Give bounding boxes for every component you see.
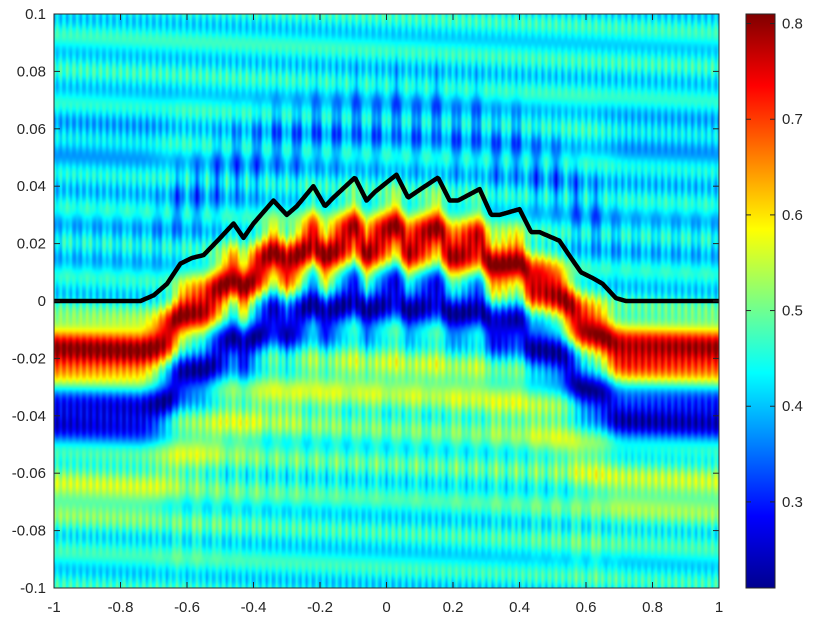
- y-tick-label: -0.04: [12, 408, 46, 425]
- y-tick-label: -0.06: [12, 465, 46, 482]
- y-tick-label: 0.08: [17, 63, 46, 80]
- colorbar-tick-label: 0.8: [782, 16, 803, 33]
- x-tick-label: -0.2: [307, 599, 333, 616]
- heatmap-image: [54, 14, 719, 588]
- colorbar-tick-label: 0.6: [782, 207, 803, 224]
- colorbar-tick-label: 0.7: [782, 111, 803, 128]
- x-tick-label: 0.6: [576, 599, 597, 616]
- colorbar-frame: [745, 13, 776, 589]
- y-tick-label: -0.1: [20, 580, 46, 597]
- colorbar-tick-label: 0.5: [782, 303, 803, 320]
- x-tick-label: -0.4: [241, 599, 267, 616]
- y-tick-label: 0: [38, 293, 46, 310]
- boundary-curve: [54, 172, 719, 304]
- colorbar: 0.3 0.4 0.5 0.6 0.7 0.8: [745, 13, 803, 589]
- x-axis: -1 -0.8 -0.6 -0.4 -0.2 0 0.2 0.4 0.6 0.8 1: [47, 14, 723, 616]
- y-tick-label: 0.1: [25, 6, 46, 23]
- x-tick-label: -0.8: [108, 599, 134, 616]
- y-tick-label: 0.06: [17, 121, 46, 138]
- plot-area: [53, 13, 720, 589]
- x-tick-label: 0.2: [443, 599, 464, 616]
- x-tick-label: 0: [382, 599, 390, 616]
- x-tick-label: 0.8: [642, 599, 663, 616]
- y-axis: -0.1 -0.08 -0.06 -0.04 -0.02 0 0.02 0.04 0.06 0.0…: [12, 6, 719, 597]
- colorbar-ticks: 0.3 0.4 0.5 0.6 0.7 0.8: [746, 16, 803, 511]
- colorbar-gradient: [746, 14, 775, 588]
- y-tick-label: -0.08: [12, 523, 46, 540]
- y-tick-label: 0.04: [17, 178, 46, 195]
- colorbar-tick-label: 0.4: [782, 398, 803, 415]
- x-tick-label: -0.6: [174, 599, 200, 616]
- x-tick-label: -1: [47, 599, 60, 616]
- x-tick-label: 1: [715, 599, 723, 616]
- y-tick-label: -0.02: [12, 350, 46, 367]
- colorbar-tick-label: 0.3: [782, 494, 803, 511]
- y-tick-label: 0.02: [17, 236, 46, 253]
- x-tick-label: 0.4: [509, 599, 530, 616]
